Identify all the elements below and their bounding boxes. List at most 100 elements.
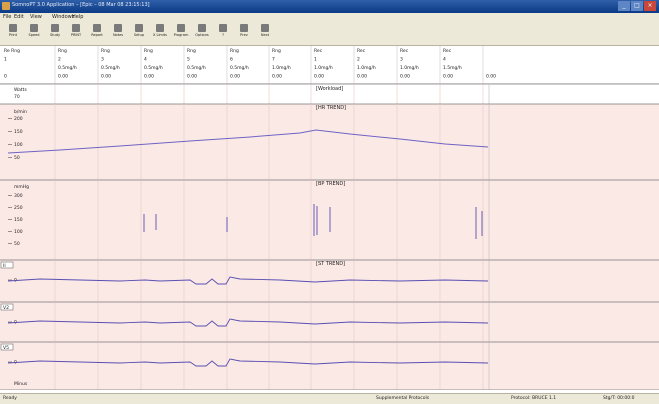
stage-header-text: 0.00 (400, 74, 410, 80)
minimize-button[interactable]: _ (618, 1, 630, 11)
toolbar-button-10[interactable]: ? (214, 23, 232, 43)
workload-label: Watts (14, 87, 27, 93)
hr-panel (0, 104, 659, 180)
stage-header-text: Re Rng (4, 48, 20, 54)
notes-icon (114, 24, 122, 32)
stage-header-text: 1.0mg/h (314, 65, 333, 71)
print-icon (72, 24, 80, 32)
stage-header-text: 1 (4, 57, 7, 63)
toolbar: Print Speed Study PRINT Report Notes Setup X Li… (0, 21, 659, 46)
toolbar-button-3[interactable]: PRINT (67, 23, 85, 43)
toolbar-label: Setup (133, 33, 145, 37)
toolbar-button-8[interactable]: Program (172, 23, 190, 43)
report-icon (93, 24, 101, 32)
status-stage-time: Stg/T: 00:00:0 (603, 396, 635, 401)
stage-header-text: Rec (400, 48, 409, 54)
stage-header-text: Rng (230, 48, 239, 54)
toolbar-button-6[interactable]: Setup (130, 23, 148, 43)
stage-header-text: 0.00 (101, 74, 111, 80)
stage-header-text: 0.00 (58, 74, 68, 80)
toolbar-button-2[interactable]: Study (46, 23, 64, 43)
status-left: Ready (3, 396, 17, 401)
toolbar-label: Report (91, 33, 103, 37)
stage-header-text: Rng (58, 48, 67, 54)
toolbar-label: Notes (112, 33, 124, 37)
stage-header-text: 0.00 (144, 74, 154, 80)
hr-tick-label: 50 (14, 155, 20, 161)
toolbar-button-0[interactable]: Print (4, 23, 22, 43)
lead-label-box (0, 303, 14, 311)
st-trace (7, 276, 489, 285)
hr-tick-label: 200 (14, 116, 23, 122)
st-v2-panel (0, 302, 659, 342)
stage-header-text: 2 (58, 57, 61, 63)
st-trace (7, 318, 489, 327)
lead-label-box (0, 261, 14, 269)
menu-edit[interactable]: Edit (14, 14, 24, 20)
header-band (0, 46, 659, 84)
workload-value: 70 (14, 94, 20, 100)
toolbar-button-4[interactable]: Report (88, 23, 106, 43)
bp-tick-label: 150 (14, 217, 23, 223)
speed-icon (30, 24, 38, 32)
stage-header-text: Rng (187, 48, 196, 54)
hr-tick-label: 100 (14, 142, 23, 148)
stage-header-text: Rng (272, 48, 281, 54)
toolbar-button-1[interactable]: Speed (25, 23, 43, 43)
menu-bar: File Edit View Windows Help (0, 13, 659, 21)
lead-label: II (3, 263, 6, 269)
bp-panel (0, 180, 659, 260)
close-button[interactable]: × (644, 1, 656, 11)
stage-header-text: Rec (357, 48, 366, 54)
toolbar-button-9[interactable]: Options (193, 23, 211, 43)
toolbar-label: Study (49, 33, 61, 37)
stage-header-text: 5 (187, 57, 190, 63)
stage-header-text: 1.5mg/h (443, 65, 462, 71)
menu-view[interactable]: View (30, 14, 42, 20)
toolbar-button-5[interactable]: Notes (109, 23, 127, 43)
stage-header-text: 0.5mg/h (144, 65, 163, 71)
stage-header-text: 0.5mg/h (58, 65, 77, 71)
st-trace (7, 358, 489, 367)
stage-header-text: 0.5mg/h (230, 65, 249, 71)
bp-tick-label: 100 (14, 229, 23, 235)
stage-header-text: 0.00 (314, 74, 324, 80)
menu-file[interactable]: File (3, 14, 12, 20)
stage-header-text: Rng (101, 48, 110, 54)
stage-header-text: 6 (230, 57, 233, 63)
setup-icon (135, 24, 143, 32)
stage-header-text: 0.00 (272, 74, 282, 80)
stage-header-text: 3 (400, 57, 403, 63)
toolbar-label: X Limits (152, 33, 167, 37)
options-icon (198, 24, 206, 32)
title-bar: SomnoPT 3.0 Application – [Epic – 08 Mar… (0, 0, 659, 13)
toolbar-label: PRINT (70, 33, 82, 37)
status-middle: Supplemental Protocols (376, 396, 430, 401)
menu-windows[interactable]: Windows (52, 14, 75, 20)
printer-icon (9, 24, 17, 32)
toolbar-button-7[interactable]: X Limits (151, 23, 169, 43)
stage-header-text: 1.0mg/h (272, 65, 291, 71)
hr-tick-label: 150 (14, 129, 23, 135)
stage-header-text: 0.5mg/h (187, 65, 206, 71)
toolbar-label: Print (8, 33, 18, 37)
maximize-button[interactable]: □ (631, 1, 643, 11)
workload-title: [Workload] (316, 86, 343, 92)
toolbar-button-11[interactable]: Prev (235, 23, 253, 43)
bp-title: [BP TREND] (316, 181, 345, 187)
program-icon (177, 24, 185, 32)
stage-header-text: 3 (101, 57, 104, 63)
bp-tick-label: 250 (14, 205, 23, 211)
stage-header-text: 4 (443, 57, 446, 63)
bp-unit: mmHg (14, 184, 29, 190)
stage-header-text: 1.0mg/h (357, 65, 376, 71)
st-v5-panel (0, 342, 659, 390)
stage-header-text: 0.5mg/h (101, 65, 120, 71)
stage-header-text: Rec (314, 48, 323, 54)
st-title: [ST TREND] (316, 261, 345, 267)
hr-title: [HR TREND] (316, 105, 346, 111)
stage-header-text: 7 (272, 57, 275, 63)
menu-help[interactable]: Help (72, 14, 84, 20)
stage-header-text: 0.00 (443, 74, 453, 80)
toolbar-button-12[interactable]: Next (256, 23, 274, 43)
